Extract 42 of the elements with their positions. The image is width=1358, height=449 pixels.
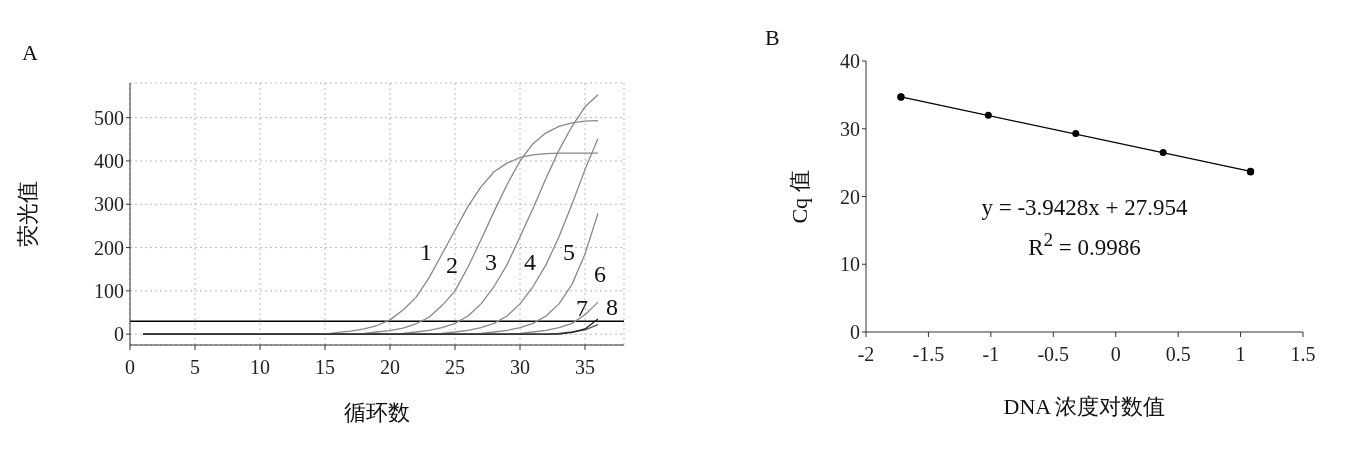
series-label: 1 [420, 238, 432, 265]
y-axis-title: 荧光值 [14, 181, 41, 247]
series-label: 2 [446, 251, 458, 278]
series-label: 5 [563, 238, 575, 265]
y-tick-label: 0 [114, 323, 124, 346]
x-tick-label: 0 [1110, 343, 1121, 366]
y-tick-label: 0 [850, 321, 860, 344]
y-tick-label: 30 [840, 117, 860, 140]
y-tick-label: 300 [94, 193, 124, 216]
x-tick-label: 30 [510, 356, 530, 379]
annotation: R$^{2}$ = 0.9986 [1028, 229, 1141, 260]
x-axis-title: DNA 浓度对数值 [1002, 393, 1167, 421]
series-label: 7 [576, 295, 588, 322]
chart-title: A [22, 40, 38, 66]
series-label: 8 [606, 293, 618, 320]
chart-title: B [765, 25, 780, 51]
x-tick-label: 20 [380, 356, 400, 379]
y-tick-label: 400 [94, 150, 124, 173]
x-tick-label: -2 [857, 343, 875, 366]
y-axis-title: Cq 值 [786, 169, 813, 224]
series-label: 4 [524, 249, 536, 276]
x-tick-label: 25 [445, 356, 465, 379]
series-label: 6 [594, 260, 606, 287]
x-tick-label: 5 [190, 356, 200, 379]
x-tick-label: 15 [315, 356, 335, 379]
x-tick-label: 10 [250, 356, 270, 379]
x-tick-label: 0.5 [1165, 343, 1191, 366]
y-tick-label: 500 [94, 106, 124, 129]
y-tick-label: 20 [840, 185, 860, 208]
x-tick-label: 35 [575, 356, 595, 379]
series-label: 3 [485, 249, 497, 276]
y-tick-label: 40 [840, 50, 860, 73]
x-tick-label: 1.5 [1290, 343, 1316, 366]
x-axis-title: 循环数 [343, 399, 411, 427]
y-tick-label: 100 [94, 279, 124, 302]
x-tick-label: -0.5 [1037, 343, 1070, 366]
y-tick-label: 10 [840, 253, 860, 276]
annotation: y = -3.9428x + 27.954 [981, 195, 1188, 220]
y-tick-label: 200 [94, 236, 124, 259]
x-tick-label: -1.5 [912, 343, 945, 366]
x-tick-label: 1 [1235, 343, 1246, 366]
x-tick-label: -1 [982, 343, 1000, 366]
